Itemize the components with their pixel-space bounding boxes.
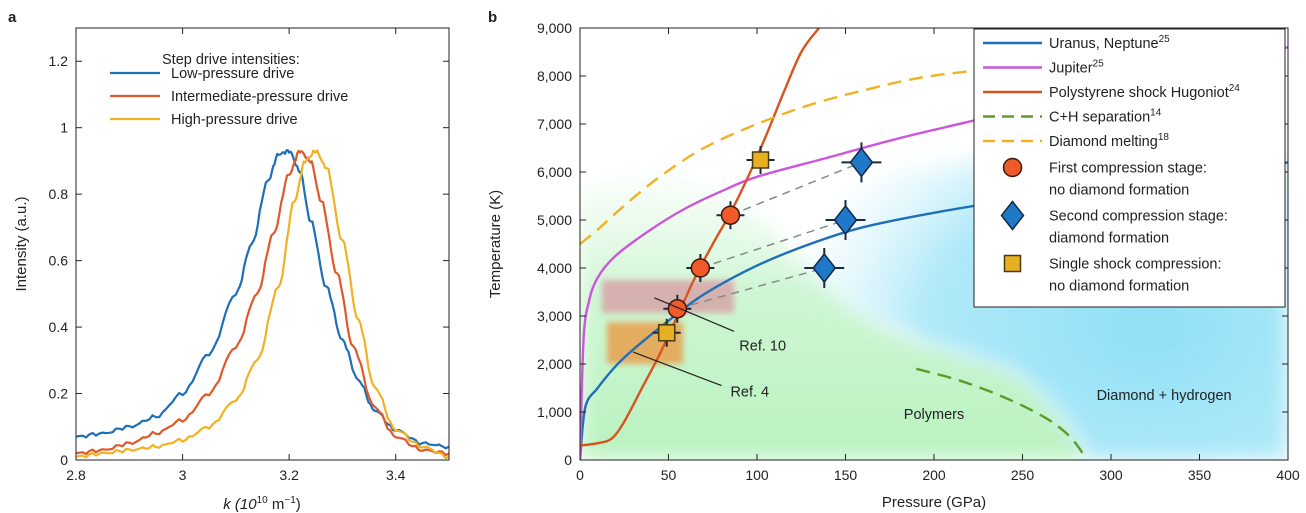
- panel-a-legend: Step drive intensities: Low-pressure dri…: [110, 52, 348, 128]
- panel-a-frame: [75, 27, 450, 461]
- panel-b-x-ticks: 0 50 100 150 200 250 300 350 400: [576, 28, 1300, 483]
- annotation-label: Ref. 4: [730, 385, 769, 401]
- panel-b-x-axis-label: Pressure (GPa): [882, 494, 986, 511]
- panel-b-legend: Uranus, Neptune25 Jupiter25 Polystyrene sh…: [973, 28, 1286, 308]
- marker-diamond: [1000, 200, 1025, 231]
- series-line-2: [580, 28, 820, 447]
- x-tick-label: 350: [1188, 467, 1212, 483]
- legend-label: Second compression stage:: [1049, 209, 1228, 225]
- legend-label-2: no diamond formation: [1049, 279, 1189, 295]
- y-tick-label: 0.4: [49, 319, 69, 335]
- legend-label: First compression stage:: [1049, 161, 1207, 177]
- legend-label-2: no diamond formation: [1049, 183, 1189, 199]
- series-line-1: [76, 149, 449, 457]
- legend-label: Low-pressure drive: [171, 66, 294, 82]
- y-tick-label: 0.2: [49, 386, 69, 402]
- y-tick-label: 5,000: [537, 212, 572, 228]
- legend-label: Jupiter25: [1049, 59, 1104, 77]
- y-tick-label: 0: [564, 452, 572, 468]
- legend-box: [973, 28, 1286, 308]
- panel-b-y-ticks: 0 1,000 2,000 3,000 4,000 5,000 6,000 7,000 8,00…: [537, 20, 1288, 468]
- x-tick-label: 200: [922, 467, 946, 483]
- panel-b-y-axis-label: Temperature (K): [487, 190, 504, 298]
- x-tick-label: 3.4: [386, 467, 406, 483]
- legend-label: Diamond melting18: [1049, 132, 1169, 150]
- polymers-region: [580, 177, 1088, 460]
- legend-label: C+H separation14: [1049, 108, 1162, 126]
- panel-a-series: [76, 149, 449, 460]
- tie-line: [700, 219, 846, 269]
- x-tick-label: 400: [1276, 467, 1300, 483]
- annotation-leader: [632, 351, 722, 387]
- y-tick-label: 7,000: [537, 116, 572, 132]
- y-tick-label: 1: [60, 120, 68, 136]
- marker-circle: [1002, 157, 1023, 178]
- legend-label: Single shock compression:: [1049, 257, 1221, 273]
- panel-b-annotations: Polymers Diamond + hydrogen Ref. 10 Ref. 4: [632, 297, 1232, 423]
- panel-b-letter: b: [488, 9, 497, 26]
- panel-a: a 2.8 3 3.2 3.4 0 0.2 0.4 0.6 0.8 1 1.2 k (1010 m…: [8, 9, 450, 513]
- x-tick-label: 3: [179, 467, 187, 483]
- region-label: Diamond + hydrogen: [1097, 388, 1232, 404]
- marker-circle: [667, 299, 688, 319]
- annotation-label: Ref. 10: [739, 339, 786, 355]
- legend-label: Polystyrene shock Hugoniot24: [1049, 83, 1240, 101]
- panel-a-y-ticks: 0 0.2 0.4 0.6 0.8 1 1.2: [49, 53, 449, 468]
- y-tick-label: 4,000: [537, 260, 572, 276]
- marker-square: [751, 151, 770, 169]
- legend-label: Intermediate-pressure drive: [171, 89, 348, 105]
- legend-title: Step drive intensities:: [162, 52, 300, 68]
- tie-line: [730, 161, 862, 216]
- y-tick-label: 1,000: [537, 404, 572, 420]
- y-tick-label: 8,000: [537, 68, 572, 84]
- marker-circle: [690, 258, 711, 278]
- marker-diamond: [849, 147, 874, 178]
- marker-square: [657, 324, 676, 342]
- y-tick-label: 0.6: [49, 253, 69, 269]
- legend-label-2: diamond formation: [1049, 231, 1169, 247]
- tie-line: [677, 267, 825, 310]
- x-tick-label: 2.8: [66, 467, 86, 483]
- panel-b-markers: [652, 142, 882, 347]
- y-tick-label: 2,000: [537, 356, 572, 372]
- panel-a-x-ticks: 2.8 3 3.2 3.4: [66, 28, 406, 483]
- x-tick-label: 3.2: [279, 467, 299, 483]
- y-tick-label: 6,000: [537, 164, 572, 180]
- marker-square: [1003, 254, 1022, 273]
- panel-a-y-axis-label: Intensity (a.u.): [13, 196, 30, 291]
- x-tick-label: 0: [576, 467, 584, 483]
- panel-b-tie-lines: [677, 161, 862, 310]
- x-tick-label: 50: [661, 467, 677, 483]
- series-line-0: [76, 149, 449, 450]
- y-tick-label: 0: [60, 452, 68, 468]
- series-line-2: [76, 149, 449, 460]
- panel-a-letter: a: [8, 9, 17, 26]
- legend-label: Uranus, Neptune25: [1049, 34, 1170, 52]
- x-tick-label: 300: [1099, 467, 1123, 483]
- series-line-3: [915, 367, 1088, 460]
- region-label: Polymers: [904, 407, 964, 423]
- legend-label: High-pressure drive: [171, 112, 298, 128]
- x-tick-label: 150: [834, 467, 858, 483]
- panel-a-x-axis-label: k (1010 m−1): [223, 495, 301, 513]
- annotation-leader: [654, 297, 735, 332]
- x-tick-label: 250: [1011, 467, 1035, 483]
- y-tick-label: 9,000: [537, 20, 572, 36]
- y-tick-label: 3,000: [537, 308, 572, 324]
- panel-b: b 0 50 100 150 200 250 300 350 400 0 1,000 2,000 3,…: [487, 9, 1300, 511]
- marker-diamond: [833, 204, 858, 236]
- marker-diamond: [812, 252, 837, 284]
- series-line-4: [580, 62, 1076, 245]
- marker-circle: [720, 205, 741, 225]
- y-tick-label: 1.2: [49, 53, 69, 69]
- x-tick-label: 100: [745, 467, 769, 483]
- y-tick-label: 0.8: [49, 186, 69, 202]
